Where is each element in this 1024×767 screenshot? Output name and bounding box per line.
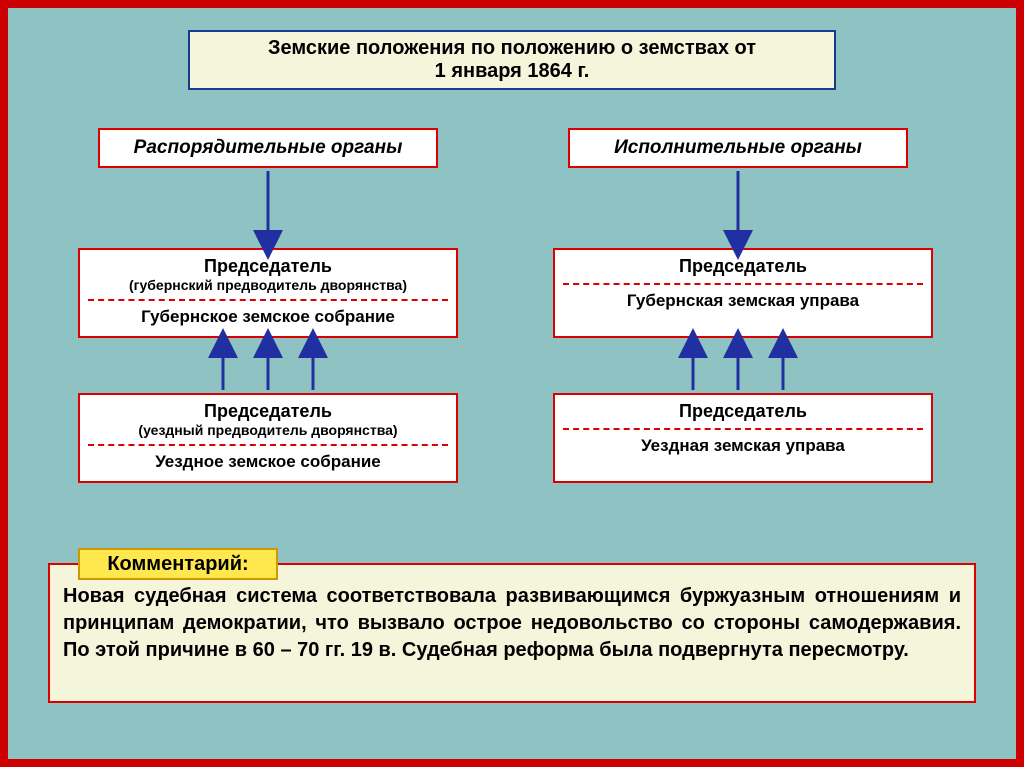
diagram-area: Земские положения по положению о земства…	[8, 8, 1016, 759]
arrows-layer	[8, 8, 1016, 759]
